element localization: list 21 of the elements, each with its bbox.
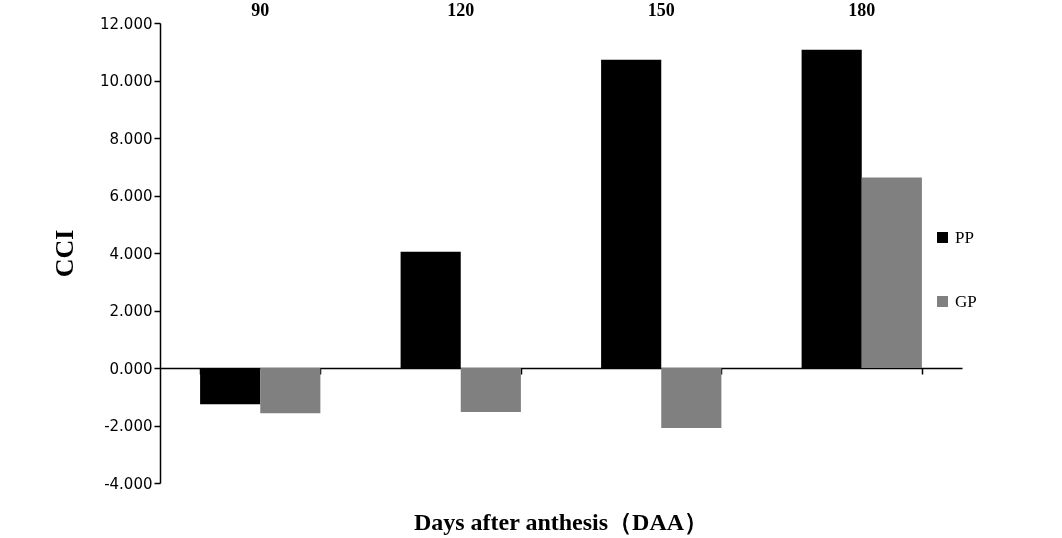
y-tick-label: 2.000	[109, 302, 153, 320]
y-tick-label: 4.000	[109, 244, 153, 263]
y-tick-label: 10.000	[100, 72, 153, 90]
y-tick-label: 8.000	[109, 129, 153, 148]
x-tick-label: 180	[848, 0, 876, 20]
legend-label: GP	[955, 291, 977, 311]
legend-label: PP	[955, 227, 974, 247]
x-tick-label: 90	[251, 0, 270, 20]
bar	[460, 368, 521, 412]
x-tick-label: 120	[447, 0, 475, 20]
y-tick-label: -2.000	[104, 417, 153, 435]
y-tick-label: 6.000	[109, 187, 153, 205]
x-tick-label: 150	[647, 0, 675, 20]
y-tick-label: 0.000	[109, 359, 153, 378]
bar	[260, 368, 321, 414]
y-tick-label: 12.000	[100, 14, 153, 33]
y-axis-title: CCI	[50, 229, 80, 278]
bar	[661, 368, 722, 429]
bar	[861, 177, 922, 368]
x-axis-title: Days after anthesis（DAA）	[413, 509, 709, 535]
y-tick-label: -4.000	[104, 474, 153, 493]
